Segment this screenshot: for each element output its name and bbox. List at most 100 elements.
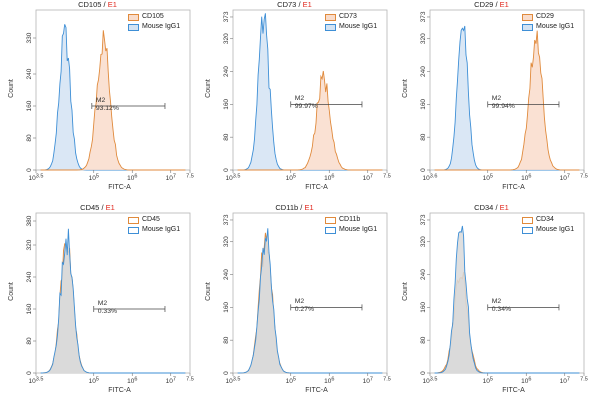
legend-entry: Mouse IgG1 — [128, 22, 180, 32]
y-tick-label: 80 — [26, 134, 33, 142]
legend-swatch — [522, 23, 533, 31]
legend-swatch — [325, 23, 336, 31]
legend-swatch — [325, 226, 336, 234]
histogram-plot: 0 80 160 240 320 373 103.5 105 106 107 7.5 — [223, 212, 391, 386]
x-tick-label: 103.6 — [423, 174, 438, 183]
x-tick-label: 106 — [521, 174, 531, 183]
legend-swatch — [128, 23, 139, 31]
gate-percent: 0.33% — [97, 308, 118, 315]
x-axis-label: FITC-A — [305, 184, 328, 191]
legend-swatch — [522, 13, 533, 21]
x-tick-label: 103.5 — [226, 174, 241, 183]
y-tick-label: 240 — [420, 66, 427, 77]
y-tick-label: 320 — [223, 236, 230, 247]
legend-swatch — [522, 226, 533, 234]
y-tick-label: 240 — [223, 66, 230, 77]
histogram-plot: 0 80 160 240 320 380 103.5 105 106 107 7.5 — [26, 212, 194, 386]
y-tick-label: 160 — [223, 302, 230, 313]
legend-entry: CD34 — [522, 215, 574, 225]
legend-swatch — [325, 216, 336, 224]
x-tick-label: 7.5 — [580, 377, 588, 383]
y-tick-label: 80 — [26, 337, 33, 345]
legend-entry: CD11b — [325, 215, 377, 225]
y-tick-label: 240 — [26, 68, 33, 79]
x-tick-label: 103.5 — [226, 377, 241, 386]
y-tick-label: 240 — [26, 271, 33, 282]
y-tick-label: 320 — [420, 33, 427, 44]
histogram-panel-cd45: CD45 / E1 0 80 160 240 320 380 103.5 105 106 107 7.… — [0, 203, 195, 403]
y-tick-label: 320 — [26, 239, 33, 250]
panel-title-separator: / — [101, 0, 108, 9]
legend-entry: Mouse IgG1 — [522, 225, 574, 235]
y-tick-label: 0 — [420, 371, 427, 375]
panel-title-separator: / — [493, 0, 500, 9]
y-tick-label: 160 — [420, 99, 427, 110]
legend-label: Mouse IgG1 — [339, 23, 378, 30]
y-tick-label: 80 — [223, 336, 230, 344]
legend-label: CD73 — [339, 13, 357, 20]
series-line-mouse-igg1 — [237, 228, 383, 374]
y-axis-label: Count — [7, 282, 15, 301]
panel-title: CD29 / E1 — [394, 0, 589, 9]
gate-percent: 0.34% — [491, 306, 512, 314]
series-line-mouse-igg1 — [434, 225, 580, 374]
x-tick-label: 103.5 — [423, 377, 438, 386]
y-tick-label: 0 — [26, 168, 33, 172]
panel-title-separator: / — [99, 203, 106, 212]
x-tick-label: 107 — [363, 174, 373, 183]
legend-label: CD11b — [339, 216, 361, 223]
legend-entry: CD45 — [128, 215, 180, 225]
panel-title-marker: CD11b — [275, 203, 299, 212]
gate-percent: 99.97% — [294, 103, 318, 111]
x-tick-label: 106 — [127, 377, 137, 386]
legend-label: Mouse IgG1 — [536, 226, 575, 233]
y-tick-label: 80 — [420, 133, 427, 141]
y-tick-label: 320 — [223, 33, 230, 44]
legend-swatch — [128, 226, 139, 234]
panel-title-marker: CD45 — [80, 203, 100, 212]
y-axis-label: Count — [401, 79, 409, 98]
y-tick-label: 160 — [26, 100, 33, 111]
y-tick-label: 380 — [26, 215, 33, 226]
histogram-panel-cd105: CD105 / E1 0 80 160 240 330 103.5 105 106 107 7.5 M… — [0, 0, 195, 200]
panel-title-separator: / — [493, 203, 500, 212]
x-tick-label: 7.5 — [186, 377, 194, 383]
legend-swatch — [325, 13, 336, 21]
x-tick-label: 106 — [127, 174, 137, 183]
gate-label: M2 0.34% — [492, 298, 511, 314]
y-axis-label: Count — [204, 282, 212, 301]
legend: CD34 Mouse IgG1 — [522, 215, 574, 235]
x-tick-label: 105 — [286, 377, 296, 386]
panel-title: CD105 / E1 — [0, 0, 195, 9]
gate-name: M2 — [294, 298, 305, 306]
histogram-plot: 0 80 160 240 320 373 103.5 105 106 107 7.5 — [223, 9, 391, 183]
gate-name: M2 — [491, 298, 502, 306]
legend-entry: Mouse IgG1 — [325, 225, 377, 235]
y-axis-label: Count — [204, 79, 212, 98]
histogram-plot: 0 80 160 240 330 103.5 105 106 107 7.5 — [26, 9, 194, 183]
y-axis-label: Count — [401, 282, 409, 301]
series-area-mouse-igg1 — [434, 26, 580, 170]
x-tick-label: 7.5 — [383, 377, 391, 383]
y-tick-label: 0 — [223, 371, 230, 375]
x-tick-label: 107 — [363, 377, 373, 386]
panel-title-gate: E1 — [105, 203, 115, 212]
histogram-panel-cd11b: CD11b / E1 0 80 160 240 320 373 103.5 105 106 107 7… — [197, 203, 392, 403]
gate-name: M2 — [95, 97, 106, 104]
x-tick-label: 105 — [483, 377, 493, 386]
y-tick-label: 80 — [420, 336, 427, 344]
gate-percent: 93.12% — [95, 105, 119, 112]
gate-label: M2 0.33% — [98, 300, 117, 316]
y-tick-label: 80 — [223, 133, 230, 141]
y-tick-label: 0 — [26, 371, 33, 375]
y-tick-label: 0 — [420, 168, 427, 172]
series-area-mouse-igg1 — [40, 228, 186, 373]
panel-title-gate: E1 — [302, 0, 312, 9]
x-axis-label: FITC-A — [305, 387, 328, 394]
legend-entry: CD29 — [522, 12, 574, 22]
series-area-mouse-igg1 — [434, 225, 580, 373]
y-axis-label: Count — [7, 79, 15, 98]
x-tick-label: 107 — [166, 174, 176, 183]
x-tick-label: 7.5 — [186, 174, 194, 180]
legend-label: CD105 — [142, 13, 164, 20]
